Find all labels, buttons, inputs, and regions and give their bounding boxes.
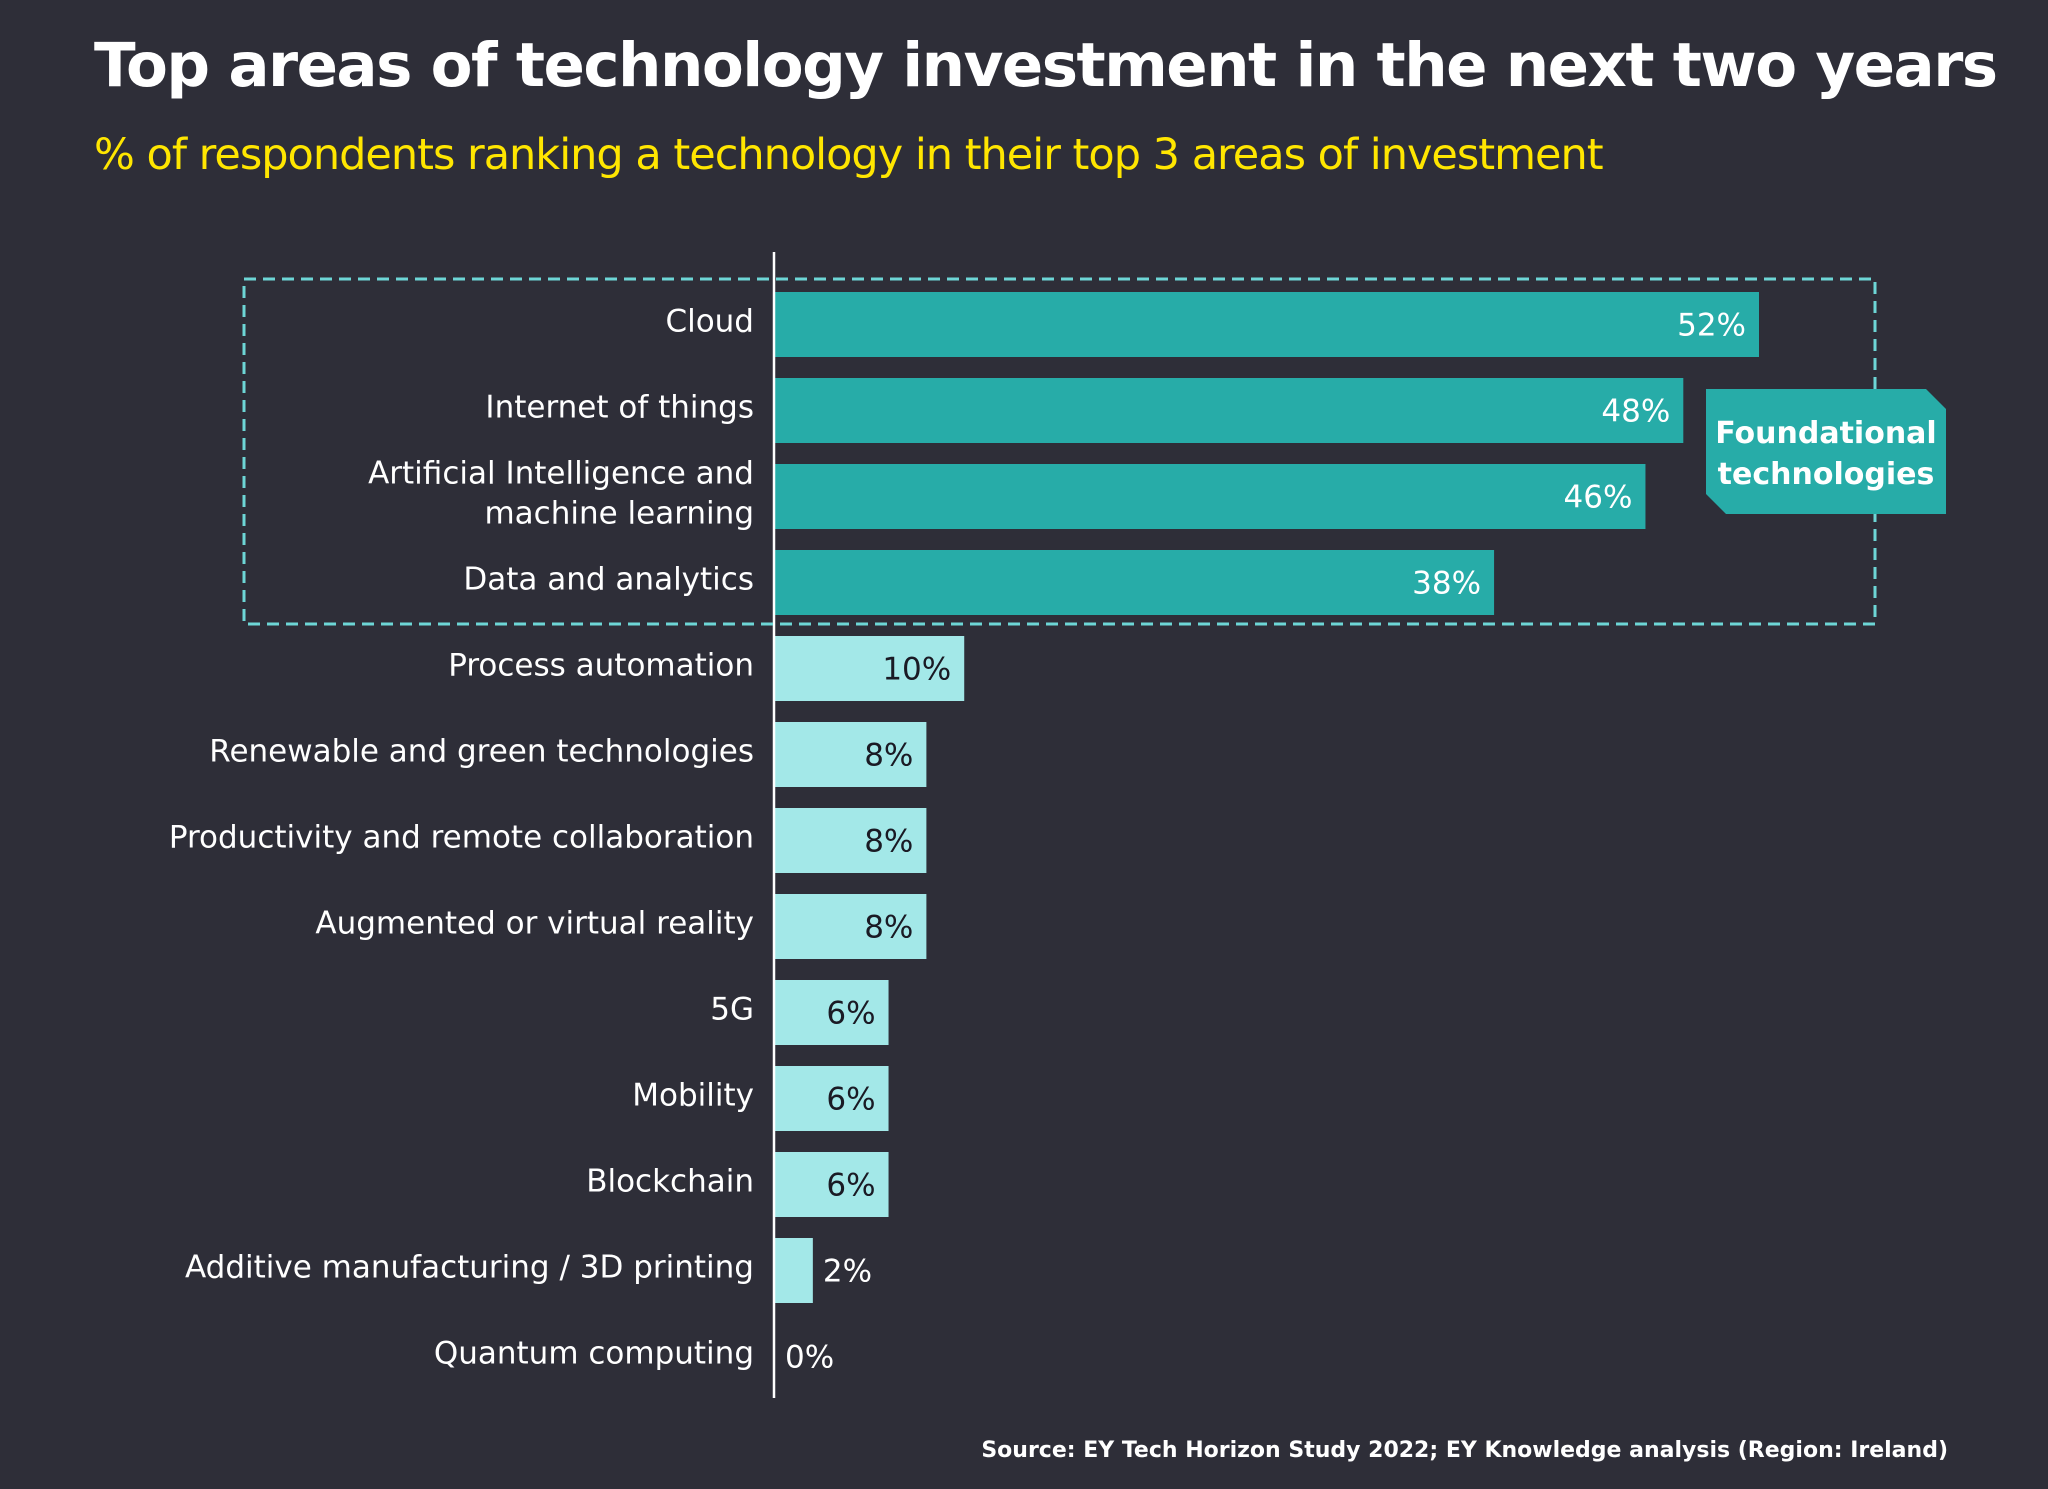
value-label-12: 0% (785, 1340, 834, 1376)
callout-text-line-2: technologies (1718, 457, 1935, 492)
value-label-3: 38% (1412, 566, 1481, 602)
category-label-6: Productivity and remote collaboration (169, 820, 754, 856)
bar-4 (775, 636, 965, 701)
bar-11 (775, 1238, 813, 1303)
category-label-line: Internet of things (485, 390, 754, 426)
chart-title: Top areas of technology investment in th… (94, 30, 1998, 101)
category-label-3: Data and analytics (463, 562, 754, 598)
category-label-9: Mobility (632, 1078, 754, 1114)
bar-9 (775, 1066, 889, 1131)
value-label-8: 6% (826, 996, 875, 1032)
bar-7 (775, 894, 927, 959)
bars-layer: 52% 48% 46% 38% 10% 8% 8% 8% 6% 6% 6% 2% 0% (775, 292, 1759, 1376)
category-label-line: Cloud (665, 304, 754, 340)
value-label-6: 8% (864, 824, 913, 860)
value-label-10: 6% (826, 1168, 875, 1204)
bar-3 (775, 550, 1495, 615)
category-label-line: Augmented or virtual reality (315, 906, 754, 942)
callout-text-line-1: Foundational (1715, 416, 1936, 451)
value-label-5: 8% (864, 738, 913, 774)
value-label-0: 52% (1677, 308, 1746, 344)
category-label-12: Quantum computing (434, 1336, 754, 1372)
category-label-line: Blockchain (586, 1164, 754, 1200)
category-label-line: Renewable and green technologies (209, 734, 754, 770)
source-note: Source: EY Tech Horizon Study 2022; EY K… (981, 1438, 1948, 1463)
category-label-line: Process automation (448, 648, 754, 684)
value-label-7: 8% (864, 910, 913, 946)
category-label-5: Renewable and green technologies (209, 734, 754, 770)
bar-10 (775, 1152, 889, 1217)
category-label-line: Mobility (632, 1078, 754, 1114)
bar-0 (775, 292, 1759, 357)
value-label-2: 46% (1564, 480, 1633, 516)
category-label-line: Quantum computing (434, 1336, 754, 1372)
category-label-line: Data and analytics (463, 562, 754, 598)
category-label-0: Cloud (665, 304, 754, 340)
category-label-4: Process automation (448, 648, 754, 684)
bar-6 (775, 808, 927, 873)
category-label-10: Blockchain (586, 1164, 754, 1200)
category-label-line: Artificial Intelligence and (368, 456, 754, 492)
category-label-line: 5G (710, 992, 754, 1028)
category-label-2: Artificial Intelligence and machine learn… (368, 456, 754, 532)
bar-1 (775, 378, 1684, 443)
chart-subtitle: % of respondents ranking a technology in… (94, 130, 1604, 180)
category-label-line: Productivity and remote collaboration (169, 820, 754, 856)
category-labels-layer: Cloud Internet of things Artificial Intell… (169, 304, 754, 1372)
category-label-11: Additive manufacturing / 3D printing (185, 1250, 754, 1286)
bar-2 (775, 464, 1646, 529)
category-label-8: 5G (710, 992, 754, 1028)
foundational-callout: Foundational technologies (1706, 389, 1946, 514)
category-label-7: Augmented or virtual reality (315, 906, 754, 942)
bar-5 (775, 722, 927, 787)
value-label-11: 2% (823, 1254, 872, 1290)
callout-tag-shape (1706, 389, 1946, 514)
bar-8 (775, 980, 889, 1045)
category-label-line: machine learning (484, 496, 754, 532)
category-label-line: Additive manufacturing / 3D printing (185, 1250, 754, 1286)
value-label-9: 6% (826, 1082, 875, 1118)
value-label-4: 10% (882, 652, 951, 688)
value-label-1: 48% (1601, 394, 1670, 430)
category-label-1: Internet of things (485, 390, 754, 426)
